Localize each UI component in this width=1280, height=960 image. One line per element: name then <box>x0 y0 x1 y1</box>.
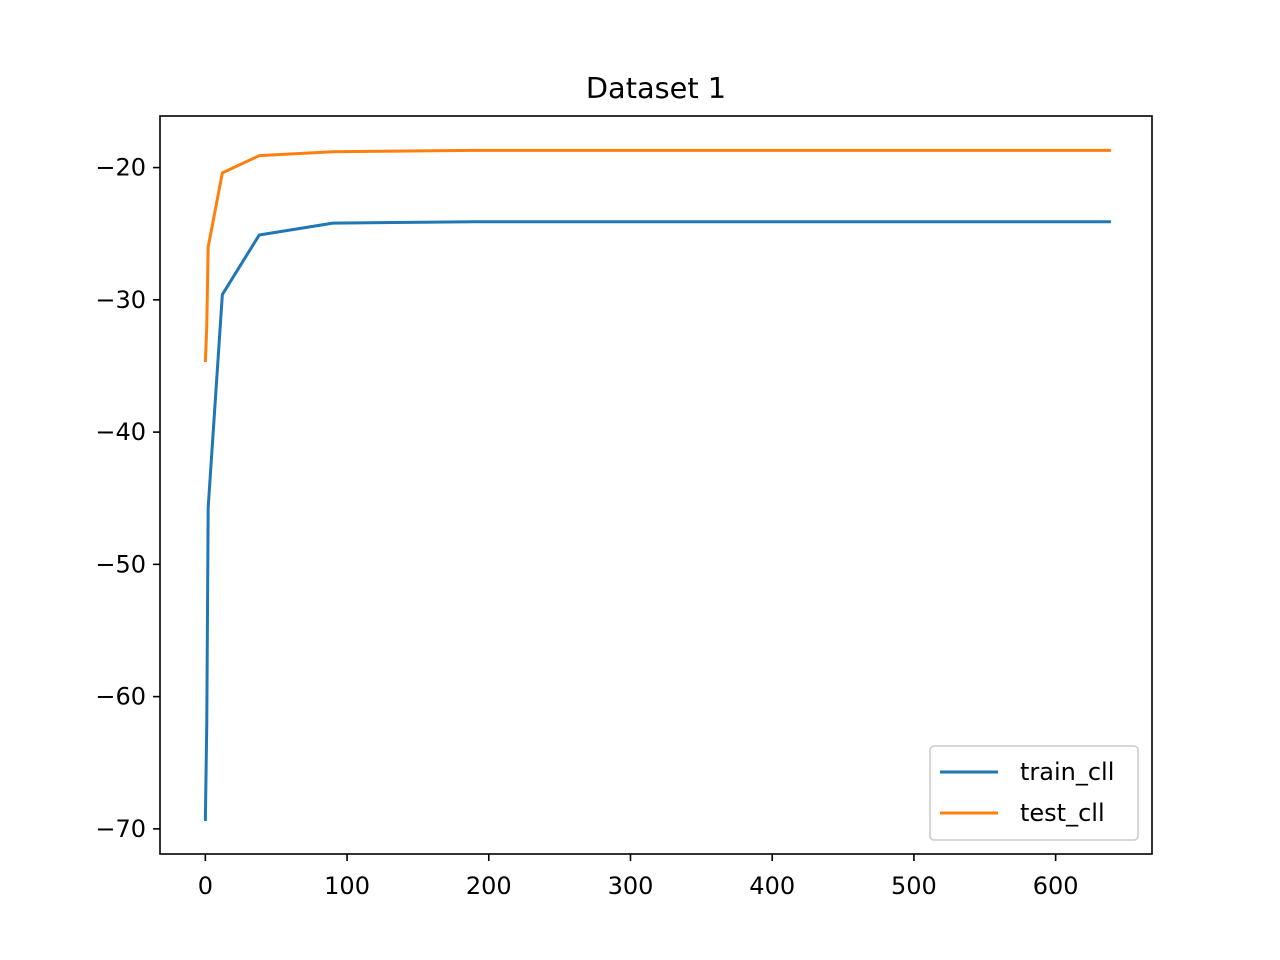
plot-area <box>203 148 1111 821</box>
x-tick-label: 600 <box>1033 872 1079 900</box>
chart-title: Dataset 1 <box>586 71 726 105</box>
legend-box <box>929 745 1139 841</box>
x-tick-label: 500 <box>891 872 937 900</box>
series-line-train_cll <box>203 220 1111 821</box>
y-tick-label: −30 <box>95 286 146 314</box>
axes-frame <box>159 115 1153 855</box>
y-tick-label: −40 <box>95 418 146 446</box>
x-tick-label: 100 <box>324 872 370 900</box>
series-line-test_cll <box>203 148 1111 363</box>
x-tick-label: 0 <box>198 872 213 900</box>
legend: train_cll test_cll <box>929 745 1139 841</box>
legend-label-test_cll: test_cll <box>1020 799 1105 827</box>
y-tick-label: −50 <box>95 550 146 578</box>
y-tick-label: −20 <box>95 154 146 182</box>
y-tick-label: −60 <box>95 683 146 711</box>
x-tick-label: 400 <box>749 872 795 900</box>
y-axis: −70 −60 −50 −40 −30 −20 <box>95 154 160 843</box>
x-axis: 0 100 200 300 400 500 600 <box>198 854 1079 900</box>
x-tick-label: 200 <box>466 872 512 900</box>
y-tick-label: −70 <box>95 815 146 843</box>
x-tick-label: 300 <box>608 872 654 900</box>
legend-label-train_cll: train_cll <box>1020 758 1114 786</box>
